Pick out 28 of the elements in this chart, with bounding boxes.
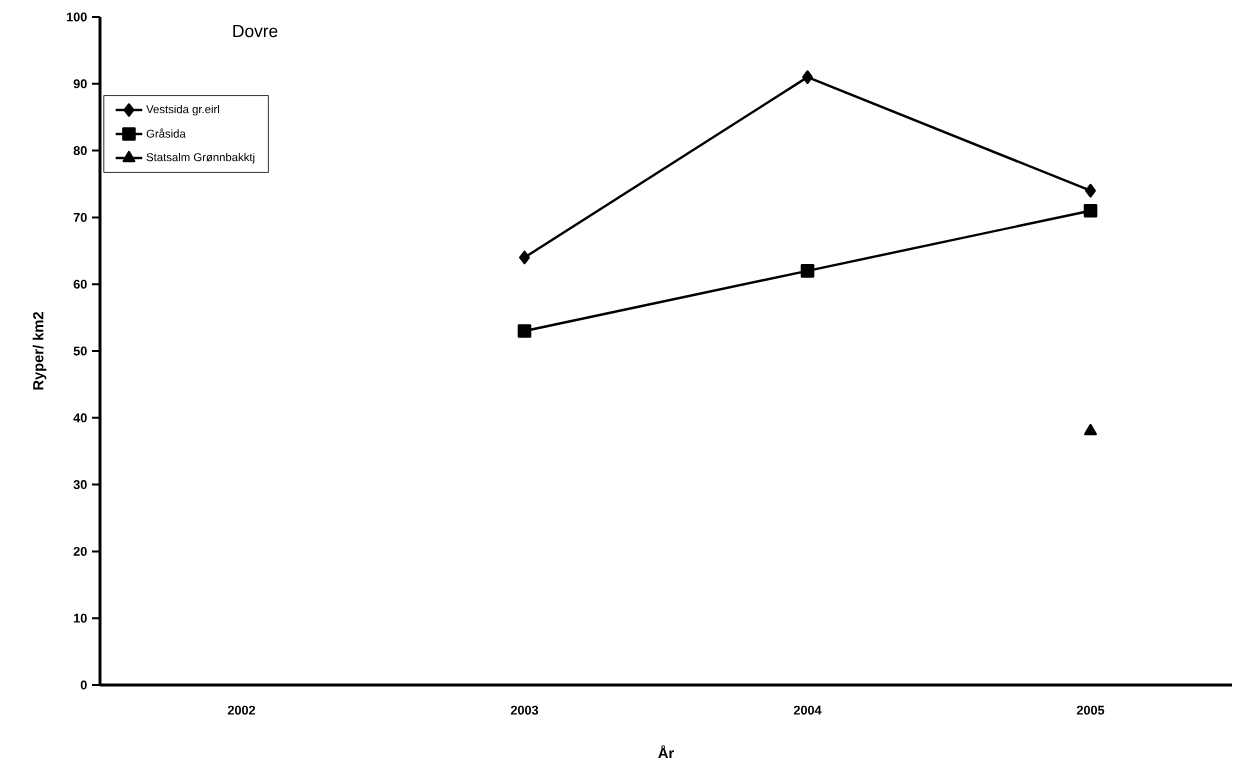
point [802, 70, 813, 84]
y-tick-label: 20 [73, 546, 87, 556]
legend-label: Gråsida [146, 128, 186, 138]
point [1083, 203, 1098, 218]
y-tick-label: 80 [73, 146, 87, 156]
y-tick-label: 30 [73, 480, 87, 490]
x-tick-label: 2003 [510, 705, 539, 715]
y-tick-label: 10 [74, 613, 87, 623]
legend-label: Statsalm Grønnbakktj [146, 152, 255, 164]
x-tick-label: 2002 [227, 705, 256, 715]
y-axis-title: Ryper/ km2 [32, 312, 47, 390]
point [1085, 183, 1096, 198]
y-tick-label: 0 [80, 680, 87, 690]
y-tick-label: 100 [66, 12, 87, 22]
x-tick-label: 2005 [1076, 705, 1105, 715]
y-tick-label: 40 [73, 413, 87, 423]
legend-label: Vestsida gr.eirl [146, 104, 220, 116]
x-tick-label: 2004 [793, 705, 822, 715]
y-tick-label: 60 [73, 279, 87, 289]
y-tick-label: 70 [73, 212, 87, 222]
y-tick-label: 50 [73, 346, 87, 356]
y-tick-label: 90 [73, 79, 87, 89]
point [517, 324, 532, 338]
point [519, 250, 530, 265]
x-axis-title: År [658, 745, 674, 759]
chart-title: Dovre [233, 25, 278, 38]
point [800, 264, 815, 278]
point [1084, 423, 1097, 436]
